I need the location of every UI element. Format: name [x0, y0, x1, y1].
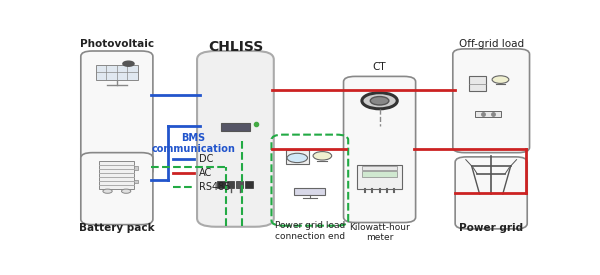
Bar: [100, 161, 134, 189]
Text: Kilowatt-hour
meter: Kilowatt-hour meter: [349, 222, 410, 242]
Circle shape: [370, 97, 389, 105]
Bar: [475, 111, 501, 117]
Bar: [362, 170, 397, 177]
Bar: [227, 181, 234, 188]
Text: Off-grid load: Off-grid load: [458, 39, 524, 49]
FancyBboxPatch shape: [197, 51, 274, 227]
FancyBboxPatch shape: [81, 153, 153, 225]
Text: AC: AC: [199, 168, 212, 178]
Text: RS485: RS485: [199, 182, 230, 191]
Text: Power grid: Power grid: [459, 222, 523, 233]
Text: CT: CT: [373, 62, 386, 72]
Circle shape: [287, 153, 308, 163]
Bar: [96, 65, 138, 79]
Bar: [362, 166, 397, 170]
Text: CHLISS: CHLISS: [208, 40, 263, 54]
Bar: [134, 180, 138, 183]
Bar: [357, 165, 402, 189]
Text: Photovoltaic: Photovoltaic: [80, 39, 154, 49]
Bar: [221, 123, 250, 131]
Text: DC: DC: [199, 154, 214, 164]
FancyBboxPatch shape: [81, 51, 153, 176]
FancyBboxPatch shape: [344, 76, 416, 222]
Circle shape: [313, 152, 332, 160]
Bar: [469, 76, 485, 91]
Bar: [286, 150, 309, 164]
Text: Battery pack: Battery pack: [79, 222, 155, 233]
Circle shape: [492, 76, 509, 83]
Bar: [245, 181, 253, 188]
Circle shape: [103, 189, 112, 193]
Bar: [295, 188, 325, 195]
Bar: [217, 181, 225, 188]
Bar: [134, 166, 138, 170]
Circle shape: [123, 61, 134, 66]
Text: BMS
communication: BMS communication: [152, 133, 236, 154]
FancyBboxPatch shape: [455, 157, 527, 229]
FancyBboxPatch shape: [453, 49, 530, 153]
Circle shape: [362, 93, 397, 109]
Text: Power grid load
connection end: Power grid load connection end: [275, 221, 345, 241]
Bar: [236, 181, 244, 188]
Circle shape: [121, 189, 131, 193]
